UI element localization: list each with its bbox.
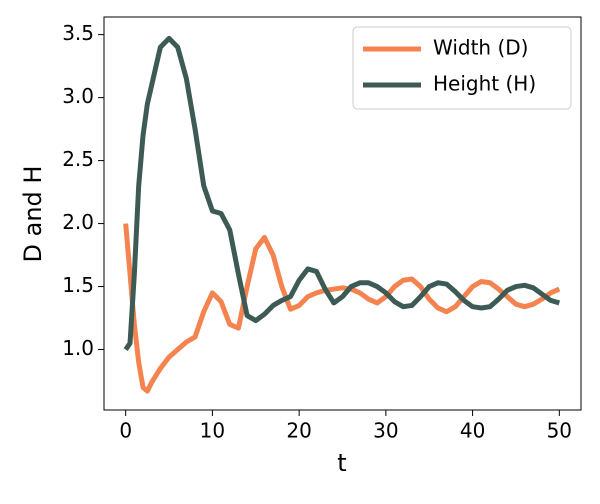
x-tick-label: 20 [286, 419, 311, 443]
y-tick-label: 2.0 [62, 210, 94, 234]
legend-label: Height (H) [433, 72, 536, 96]
x-tick-label: 40 [460, 419, 485, 443]
y-tick-label: 3.5 [62, 21, 94, 45]
legend: Width (D) Height (H) [352, 26, 572, 110]
x-tick-label: 10 [200, 419, 225, 443]
plot-frame [103, 16, 582, 411]
data-line [123, 35, 561, 351]
x-tick-label: 0 [119, 419, 132, 443]
legend-label: Width (D) [433, 36, 528, 60]
x-axis-label: t [337, 449, 346, 477]
x-tick-label: 50 [547, 419, 572, 443]
x-tick-label: 30 [373, 419, 398, 443]
y-axis-label: D and H [19, 166, 47, 263]
y-tick-label: 2.5 [62, 147, 94, 171]
y-tick-label: 3.0 [62, 84, 94, 108]
data-line [123, 223, 561, 394]
y-tick-label: 1.0 [62, 336, 94, 360]
y-tick-label: 1.5 [62, 273, 94, 297]
